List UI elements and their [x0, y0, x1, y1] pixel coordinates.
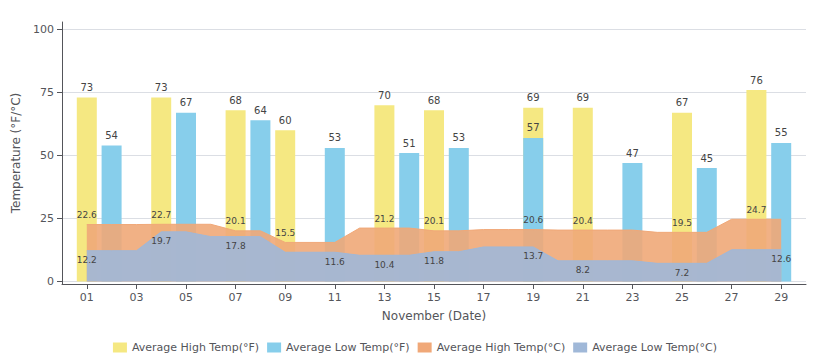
svg-text:25: 25	[675, 291, 689, 304]
svg-text:21.2: 21.2	[374, 214, 394, 224]
svg-text:55: 55	[775, 127, 788, 138]
svg-text:05: 05	[179, 291, 193, 304]
svg-text:27: 27	[725, 291, 739, 304]
svg-text:22.6: 22.6	[77, 210, 97, 220]
svg-text:47: 47	[626, 148, 639, 159]
svg-text:12.2: 12.2	[77, 255, 97, 265]
svg-text:68: 68	[428, 95, 441, 106]
svg-text:67: 67	[180, 97, 193, 108]
svg-text:73: 73	[155, 82, 168, 93]
svg-text:8.2: 8.2	[576, 265, 590, 275]
svg-text:60: 60	[279, 115, 292, 126]
svg-text:11.8: 11.8	[424, 256, 444, 266]
svg-text:11: 11	[328, 291, 342, 304]
svg-text:76: 76	[750, 75, 763, 86]
svg-text:10.4: 10.4	[374, 260, 394, 270]
svg-text:19.7: 19.7	[151, 236, 171, 246]
svg-text:22.7: 22.7	[151, 210, 171, 220]
svg-text:Average High Temp(°C): Average High Temp(°C)	[437, 341, 566, 354]
svg-text:20.1: 20.1	[424, 216, 444, 226]
svg-text:Average High Temp(°F): Average High Temp(°F)	[132, 341, 259, 354]
svg-text:09: 09	[278, 291, 292, 304]
svg-text:100: 100	[33, 23, 54, 36]
svg-text:15.5: 15.5	[275, 228, 295, 238]
svg-text:7.2: 7.2	[675, 268, 689, 278]
svg-text:23: 23	[625, 291, 639, 304]
svg-text:20.6: 20.6	[523, 215, 543, 225]
svg-text:68: 68	[229, 95, 242, 106]
svg-text:21: 21	[576, 291, 590, 304]
svg-text:75: 75	[40, 86, 54, 99]
svg-text:07: 07	[229, 291, 243, 304]
svg-text:67: 67	[676, 97, 689, 108]
svg-text:69: 69	[576, 92, 589, 103]
svg-text:20.1: 20.1	[226, 216, 246, 226]
svg-text:01: 01	[80, 291, 94, 304]
svg-text:13.7: 13.7	[523, 251, 543, 261]
svg-text:25: 25	[40, 212, 54, 225]
svg-text:69: 69	[527, 92, 540, 103]
svg-text:64: 64	[254, 105, 267, 116]
svg-text:57: 57	[527, 122, 540, 133]
svg-text:50: 50	[40, 149, 54, 162]
svg-text:03: 03	[129, 291, 143, 304]
svg-text:17.8: 17.8	[226, 241, 246, 251]
svg-text:11.6: 11.6	[325, 257, 345, 267]
svg-text:13: 13	[377, 291, 391, 304]
svg-text:Average Low Temp(°F): Average Low Temp(°F)	[286, 341, 410, 354]
svg-text:19: 19	[526, 291, 540, 304]
svg-text:November (Date): November (Date)	[382, 309, 486, 323]
svg-text:29: 29	[774, 291, 788, 304]
svg-text:17: 17	[477, 291, 491, 304]
svg-text:20.4: 20.4	[573, 216, 593, 226]
svg-text:24.7: 24.7	[746, 205, 766, 215]
svg-text:51: 51	[403, 138, 416, 149]
svg-text:12.6: 12.6	[771, 254, 791, 264]
svg-text:53: 53	[328, 132, 341, 143]
svg-text:Temperature (°F/°C): Temperature (°F/°C)	[9, 93, 23, 215]
svg-text:Average Low Temp(°C): Average Low Temp(°C)	[592, 341, 717, 354]
svg-text:45: 45	[700, 153, 713, 164]
svg-text:15: 15	[427, 291, 441, 304]
svg-text:54: 54	[105, 130, 118, 141]
svg-text:70: 70	[378, 90, 391, 101]
svg-text:73: 73	[80, 82, 93, 93]
svg-text:0: 0	[47, 275, 54, 288]
svg-text:53: 53	[452, 132, 465, 143]
svg-text:19.5: 19.5	[672, 218, 692, 228]
